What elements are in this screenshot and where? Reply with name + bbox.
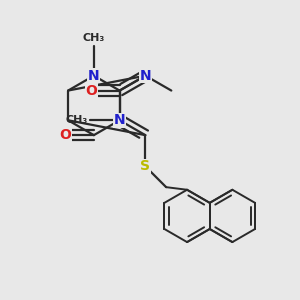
Text: N: N <box>114 113 125 127</box>
Text: O: O <box>85 84 97 98</box>
Text: N: N <box>140 69 151 83</box>
Text: CH₃: CH₃ <box>83 33 105 43</box>
Text: N: N <box>114 113 125 127</box>
Text: N: N <box>88 69 100 83</box>
Text: O: O <box>60 128 72 142</box>
Text: S: S <box>140 159 150 173</box>
Text: CH₃: CH₃ <box>66 115 88 125</box>
